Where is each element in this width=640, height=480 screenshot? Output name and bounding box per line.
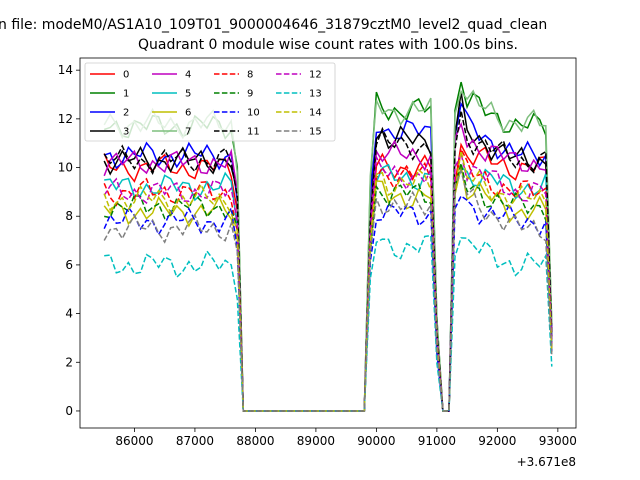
y-tick-label: 10	[58, 161, 73, 175]
axes-frame	[79, 57, 577, 429]
y-tick-label: 6	[65, 258, 73, 272]
y-tick-label: 4	[65, 307, 73, 321]
figure-suptitle: n file: modeM0/AS1A10_109T01_9000004646_…	[0, 17, 547, 33]
legend-label-7: 7	[185, 127, 191, 138]
legend-label-4: 4	[185, 70, 191, 81]
x-tick-label: 87000	[176, 434, 214, 448]
series-line-11	[103, 110, 553, 412]
x-tick-label: 90000	[357, 434, 395, 448]
legend-label-12: 12	[309, 70, 322, 81]
legend-label-5: 5	[185, 89, 191, 100]
legend-label-15: 15	[309, 127, 322, 138]
legend-label-2: 2	[123, 108, 129, 119]
x-tick-label: 92000	[478, 434, 516, 448]
legend-label-13: 13	[309, 89, 322, 100]
y-tick-label: 8	[65, 209, 73, 223]
legend-label-11: 11	[247, 127, 260, 138]
x-tick-label: 88000	[236, 434, 274, 448]
y-tick-label: 12	[58, 112, 73, 126]
x-tick-label: 93000	[539, 434, 577, 448]
x-axis-ticks: 86000 87000 88000 89000 90000 91000 92000 93000	[115, 428, 577, 448]
y-axis-ticks: 0 2 4 6 8 10 12 14	[58, 63, 80, 418]
legend-label-8: 8	[247, 70, 253, 81]
series-line-15	[103, 168, 553, 412]
legend-frame	[84, 62, 336, 142]
y-tick-label: 14	[58, 63, 73, 77]
x-tick-label: 91000	[418, 434, 456, 448]
x-tick-label: 89000	[297, 434, 335, 448]
legend-label-0: 0	[123, 70, 129, 81]
legend-label-3: 3	[123, 127, 129, 138]
y-tick-label: 0	[65, 404, 73, 418]
series-line-14	[103, 150, 553, 412]
legend-label-10: 10	[247, 108, 260, 119]
legend-label-1: 1	[123, 89, 129, 100]
x-offset-label: +3.671e8	[517, 455, 576, 469]
legend-label-14: 14	[309, 108, 322, 119]
chart-title: Quadrant 0 module wise count rates with …	[138, 37, 518, 53]
legend-label-6: 6	[185, 108, 191, 119]
y-tick-label: 2	[65, 355, 73, 369]
x-tick-label: 86000	[115, 434, 153, 448]
legend-label-9: 9	[247, 89, 253, 100]
